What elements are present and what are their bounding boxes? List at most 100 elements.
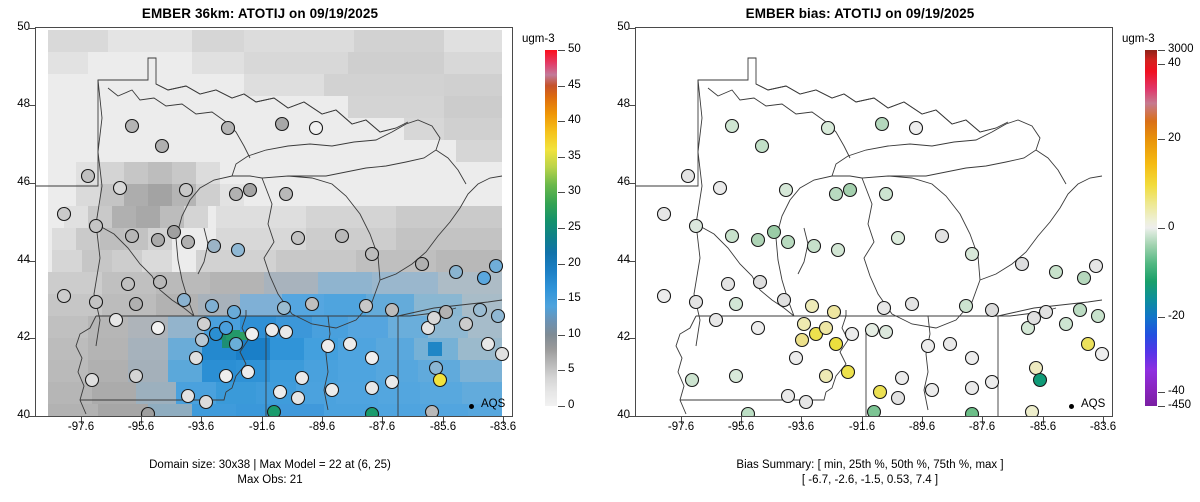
bias-caption-line1: Bias Summary: [ min, 25th %, 50th %, 75t… xyxy=(736,459,1004,471)
x-tick-mark xyxy=(1103,417,1104,424)
y-tick-mark xyxy=(28,105,35,106)
colorbar-tick-label: 3000 xyxy=(1168,43,1194,55)
colorbar-tick-mark xyxy=(558,370,565,372)
model-site-markers xyxy=(56,116,510,416)
model-caption-line2: Max Obs: 21 xyxy=(237,474,303,486)
y-tick-label: 40 xyxy=(617,409,630,421)
x-tick-mark xyxy=(741,417,742,424)
y-tick-label: 48 xyxy=(617,98,630,110)
y-tick-mark xyxy=(628,261,635,262)
aqs-legend-dot xyxy=(469,404,474,409)
x-tick-mark xyxy=(681,417,682,424)
colorbar-tick-mark xyxy=(1158,64,1165,66)
panel-bias-plot-area xyxy=(635,27,1113,417)
x-tick-mark xyxy=(862,417,863,424)
model-colorbar-gradient xyxy=(545,50,557,406)
x-tick-mark xyxy=(982,417,983,424)
colorbar-tick-mark xyxy=(558,121,565,123)
y-tick-mark xyxy=(628,416,635,417)
x-tick-label: -97.6 xyxy=(667,421,695,433)
x-tick-label: -93.6 xyxy=(787,421,815,433)
colorbar-tick-label: 40 xyxy=(1168,57,1181,70)
panel-model-title: EMBER 36km: ATOTIJ on 09/19/2025 xyxy=(141,6,379,21)
y-tick-mark xyxy=(28,183,35,184)
colorbar-tick-mark xyxy=(1158,228,1165,229)
x-tick-label: -83.6 xyxy=(489,421,517,433)
x-tick-mark xyxy=(922,417,923,424)
model-map-svg xyxy=(36,28,512,416)
x-tick-mark xyxy=(201,417,202,424)
colorbar-tick-mark xyxy=(1158,406,1165,407)
y-tick-label: 50 xyxy=(617,21,630,33)
y-tick-label: 42 xyxy=(617,331,630,343)
colorbar-tick-label: 40 xyxy=(568,114,581,127)
x-tick-label: -91.6 xyxy=(248,421,276,433)
colorbar-tick-mark xyxy=(558,50,565,51)
y-tick-label: 44 xyxy=(617,254,630,266)
panel-bias: EMBER bias: ATOTIJ on 09/19/2025 xyxy=(600,0,1200,502)
x-tick-mark xyxy=(262,417,263,424)
x-tick-label: -91.6 xyxy=(848,421,876,433)
colorbar-tick-label: 50 xyxy=(568,43,581,55)
colorbar-tick-mark xyxy=(558,299,565,301)
y-tick-mark xyxy=(628,183,635,184)
colorbar-tick-label: 45 xyxy=(568,78,581,91)
x-tick-label: -97.6 xyxy=(67,421,95,433)
y-tick-mark xyxy=(28,338,35,339)
aqs-legend-label: AQS xyxy=(1081,398,1106,410)
colorbar-tick-label: 0 xyxy=(568,399,575,411)
colorbar-tick-mark xyxy=(1158,317,1165,318)
aqs-legend-dot xyxy=(1069,404,1074,409)
y-tick-label: 48 xyxy=(17,98,30,110)
colorbar-tick-mark xyxy=(558,156,565,158)
colorbar-tick-label: -40 xyxy=(1168,384,1185,397)
bias-caption-line2: [ -6.7, -2.6, -1.5, 0.53, 7.4 ] xyxy=(801,474,939,486)
x-tick-mark xyxy=(141,417,142,424)
y-tick-label: 40 xyxy=(17,409,30,421)
colorbar-tick-label: 15 xyxy=(568,292,581,305)
bias-colorbar-gradient xyxy=(1145,50,1157,406)
model-colorbar-unit: ugm-3 xyxy=(522,33,555,45)
y-tick-mark xyxy=(628,105,635,106)
x-tick-label: -89.6 xyxy=(308,421,336,433)
colorbar-tick-label: 0 xyxy=(1168,221,1175,233)
colorbar-tick-mark xyxy=(558,85,565,87)
model-raster-layer xyxy=(36,28,512,416)
panel-model-plot-area xyxy=(35,27,513,417)
model-state-boundaries xyxy=(36,57,503,416)
x-tick-label: -87.6 xyxy=(968,421,996,433)
x-tick-label: -83.6 xyxy=(1089,421,1117,433)
x-tick-label: -87.6 xyxy=(368,421,396,433)
model-caption-line1: Domain size: 30x38 | Max Model = 22 at (… xyxy=(149,459,391,471)
bias-site-markers xyxy=(656,116,1110,416)
panel-model: EMBER 36km: ATOTIJ on 09/19/2025 xyxy=(17,6,581,486)
x-tick-label: -93.6 xyxy=(187,421,215,433)
x-tick-label: -89.6 xyxy=(908,421,936,433)
colorbar-tick-label: 30 xyxy=(568,185,581,198)
colorbar-tick-label: 35 xyxy=(568,149,581,162)
x-tick-label: -85.6 xyxy=(1029,421,1057,433)
colorbar-tick-label: 5 xyxy=(568,363,575,376)
y-tick-label: 44 xyxy=(17,254,30,266)
x-tick-mark xyxy=(81,417,82,424)
x-tick-label: -95.6 xyxy=(127,421,155,433)
y-tick-mark xyxy=(28,261,35,262)
colorbar-tick-label: 25 xyxy=(568,221,581,233)
x-tick-mark xyxy=(382,417,383,424)
colorbar-tick-label: 20 xyxy=(568,256,581,269)
y-tick-label: 42 xyxy=(17,331,30,343)
x-tick-mark xyxy=(801,417,802,424)
y-tick-label: 50 xyxy=(17,21,30,33)
colorbar-tick-mark xyxy=(558,192,565,194)
aqs-legend-label: AQS xyxy=(481,398,506,410)
colorbar-tick-label: 10 xyxy=(568,327,581,340)
bias-state-boundaries xyxy=(636,57,1103,416)
colorbar-tick-mark xyxy=(558,406,565,407)
y-tick-mark xyxy=(28,416,35,417)
colorbar-tick-mark xyxy=(558,334,565,336)
y-tick-label: 46 xyxy=(617,176,630,188)
bias-colorbar-unit: ugm-3 xyxy=(1122,33,1155,45)
y-tick-mark xyxy=(628,338,635,339)
colorbar-tick-mark xyxy=(558,263,565,265)
colorbar-tick-label: 20 xyxy=(1168,132,1181,144)
